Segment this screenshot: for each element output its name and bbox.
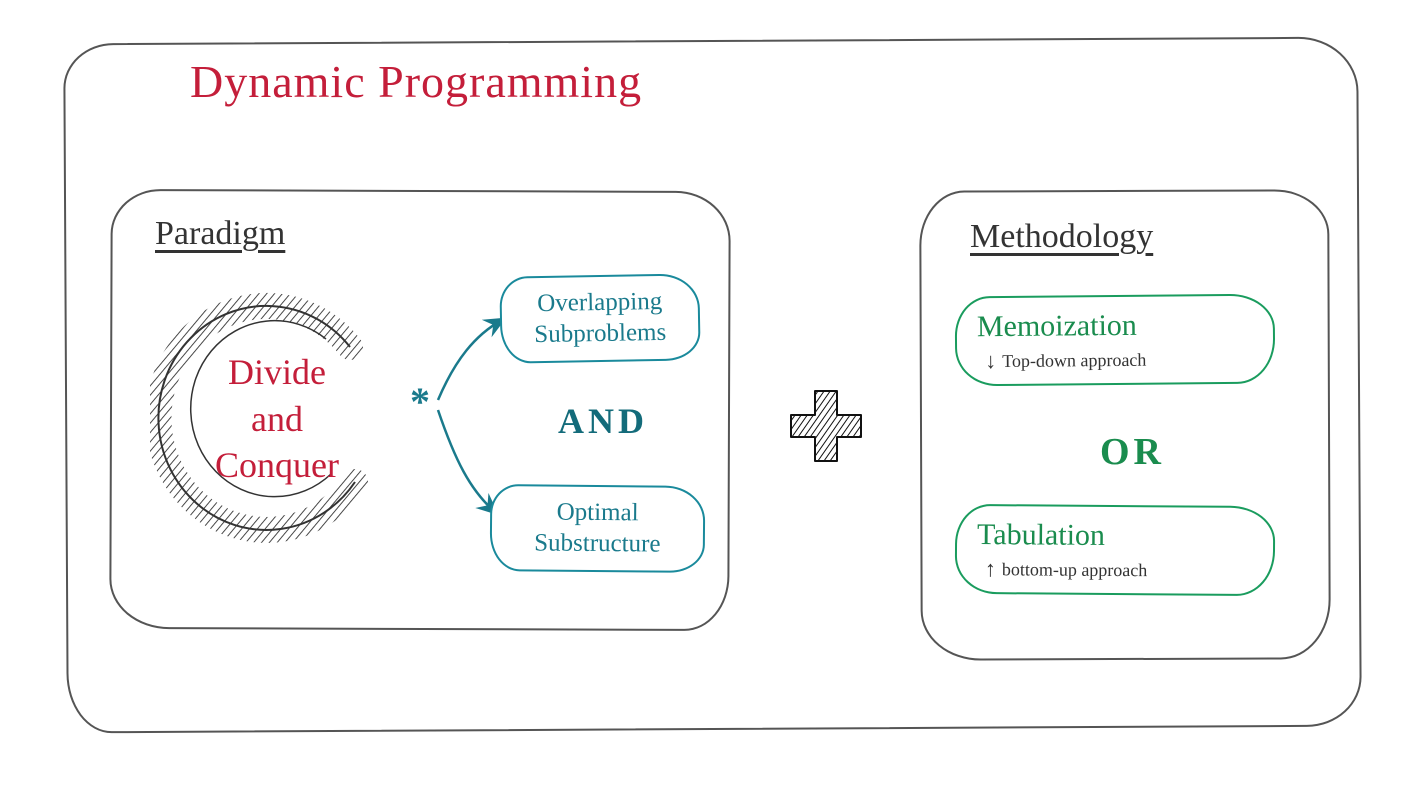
divide-conquer-bubble: Divide and Conquer bbox=[158, 300, 396, 538]
and-connector: AND bbox=[558, 400, 648, 442]
optimal-substructure-bubble: Optimal Substructure bbox=[490, 484, 706, 572]
down-arrow-icon: ↓ bbox=[985, 348, 996, 374]
up-arrow-icon: ↑ bbox=[985, 556, 996, 582]
dc-line1: Divide bbox=[228, 352, 326, 392]
asterisk-icon: * bbox=[410, 378, 430, 425]
divide-conquer-text: Divide and Conquer bbox=[215, 349, 339, 489]
tabulation-subtitle: ↑ bottom-up approach bbox=[977, 556, 1253, 584]
memoization-subtitle: ↓ Top-down approach bbox=[977, 346, 1253, 374]
memoization-name: Memoization bbox=[977, 308, 1253, 344]
cloud2-line1: Optimal bbox=[557, 499, 639, 527]
cloud1-line1: Overlapping bbox=[537, 288, 662, 317]
memo-sub-text: Top-down approach bbox=[1002, 349, 1146, 371]
dc-line3: Conquer bbox=[215, 445, 339, 485]
cloud2-line2: Substructure bbox=[534, 530, 661, 558]
paradigm-header: Paradigm bbox=[155, 215, 285, 253]
or-connector: OR bbox=[1100, 430, 1165, 474]
overlapping-subproblems-bubble: Overlapping Subproblems bbox=[499, 273, 700, 363]
tabulation-bubble: Tabulation ↑ bottom-up approach bbox=[955, 504, 1276, 596]
tabulation-name: Tabulation bbox=[977, 518, 1253, 554]
memoization-bubble: Memoization ↓ Top-down approach bbox=[955, 294, 1276, 387]
plus-connector bbox=[785, 385, 867, 467]
main-title: Dynamic Programming bbox=[190, 55, 642, 108]
plus-icon bbox=[785, 385, 867, 467]
cloud1-line2: Subproblems bbox=[534, 319, 666, 348]
dc-line2: and bbox=[251, 399, 303, 439]
tab-sub-text: bottom-up approach bbox=[1002, 559, 1148, 581]
methodology-header: Methodology bbox=[970, 218, 1153, 256]
